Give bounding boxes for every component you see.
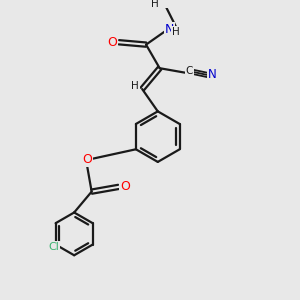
Text: O: O	[120, 180, 130, 194]
Text: N: N	[165, 22, 174, 35]
Text: H: H	[151, 0, 159, 9]
Text: O: O	[107, 36, 117, 49]
Text: O: O	[82, 154, 92, 166]
Text: Cl: Cl	[48, 242, 59, 251]
Text: C: C	[186, 66, 193, 76]
Text: H: H	[172, 27, 180, 37]
Text: H: H	[131, 81, 139, 91]
Text: N: N	[208, 68, 217, 80]
